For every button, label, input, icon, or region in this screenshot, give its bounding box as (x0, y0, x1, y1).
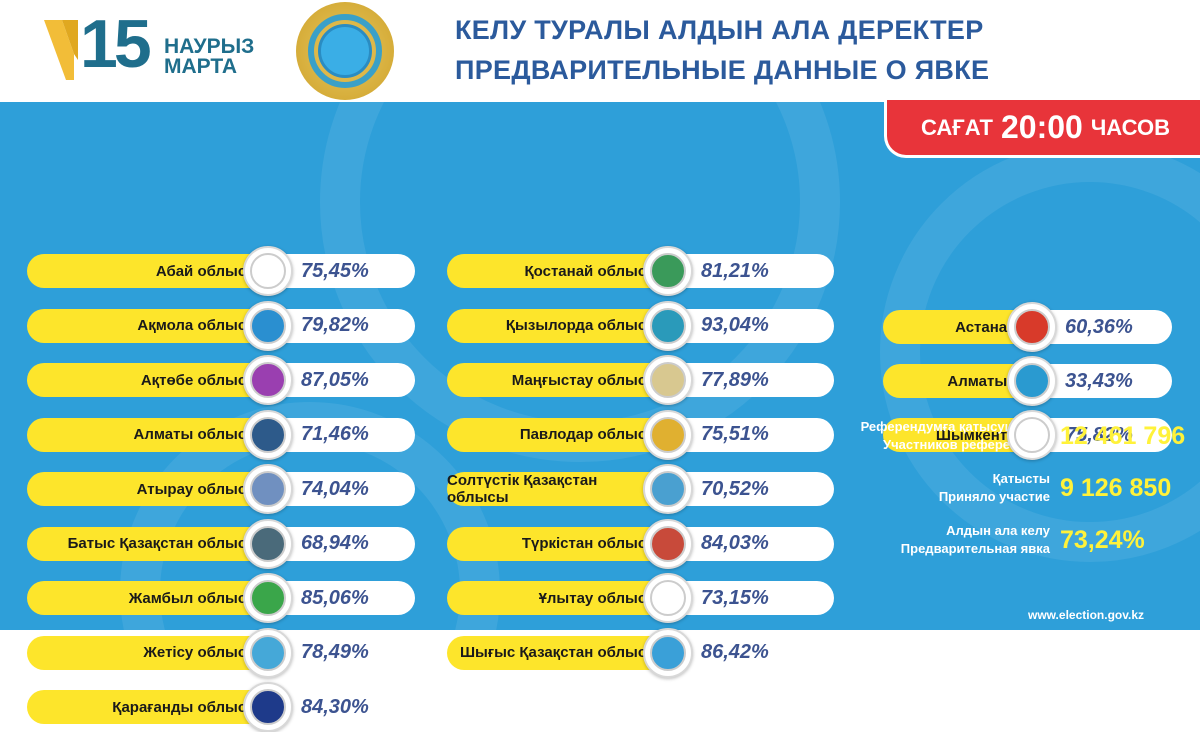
region-row: Астана қ. 60,36% (883, 302, 1172, 352)
region-name: Шымкент қ. (883, 418, 1031, 452)
region-name: Шығыс Қазақстан облысы (447, 635, 667, 670)
title-ru: ПРЕДВАРИТЕЛЬНЫЕ ДАННЫЕ О ЯВКЕ (455, 55, 990, 85)
region-name: Түркістан облысы (447, 526, 667, 561)
time-banner: САҒАТ 20:00 ЧАСОВ (884, 100, 1200, 158)
pavlodar-emblem (643, 409, 693, 460)
region-row: Жамбыл облысы 85,06% (27, 573, 415, 623)
title-kz: КЕЛУ ТУРАЛЫ АЛДЫН АЛА ДЕРЕКТЕР (455, 15, 984, 45)
region-value: 77,89% (667, 363, 834, 397)
region-name: Батыс Қазақстан облысы (27, 526, 267, 561)
stat-value: 9 126 850 (1060, 474, 1172, 502)
banner-prefix: САҒАТ (921, 114, 993, 140)
stat-value: 73,24% (1060, 526, 1145, 554)
almaty-city-emblem (1007, 356, 1057, 406)
zhetisu-emblem (243, 627, 293, 678)
shymkent-emblem (1007, 410, 1057, 460)
banner-time: 20:00 (1000, 109, 1083, 145)
east-kazakhstan-emblem (643, 627, 693, 678)
region-value: 73,15% (667, 581, 834, 615)
logo-line2: МАРТА (164, 55, 238, 78)
stat-label: Приняло участие (938, 489, 1050, 504)
referendum-logo: 15 НАУРЫЗ МАРТА (44, 10, 255, 80)
header: 15 НАУРЫЗ МАРТА КЕЛУ ТУРАЛЫ АЛДЫН АЛА ДЕ… (0, 0, 1200, 102)
region-row: Қызылорда облысы 93,04% (447, 300, 834, 351)
region-row: Ақтөбе облысы 87,05% (27, 355, 415, 405)
region-name: Алматы облысы (27, 417, 267, 452)
region-name: Қызылорда облысы (447, 308, 667, 343)
region-name: Қостанай облысы (447, 254, 667, 288)
region-name: Ақтөбе облысы (27, 363, 267, 397)
stat-turnout: Алдын ала келу Предварительная явка 73,24… (840, 522, 1200, 566)
mangystau-emblem (643, 355, 693, 405)
region-row: Алматы облысы 71,46% (27, 409, 415, 460)
region-name: Павлодар облысы (447, 417, 667, 452)
region-name: Астана қ. (883, 310, 1031, 344)
region-row: Солтүстік Қазақстан облысы 70,52% (447, 464, 834, 514)
kostanay-emblem (643, 246, 693, 296)
stat-label: Референдумға қатысушылар (860, 419, 1050, 434)
region-row: Маңғыстау облысы 77,89% (447, 355, 834, 405)
stat-value: 12 461 796 (1060, 422, 1186, 450)
region-row: Атырау облысы 74,04% (27, 464, 415, 514)
region-row: Жетісу облысы 78,49% (27, 627, 415, 678)
region-row: Қостанай облысы 81,21% (447, 246, 834, 296)
karaganda-emblem (243, 682, 293, 732)
logo-number: 15 (80, 6, 152, 82)
ulytau-emblem (643, 573, 693, 623)
page-title: КЕЛУ ТУРАЛЫ АЛДЫН АЛА ДЕРЕКТЕР ПРЕДВАРИТ… (455, 10, 989, 90)
west-kazakhstan-emblem (243, 518, 293, 569)
region-name: Ұлытау облысы (447, 581, 667, 615)
almaty-region-emblem (243, 409, 293, 460)
region-name: Алматы қ. (883, 364, 1031, 398)
atyrau-emblem (243, 464, 293, 514)
region-row: Ақмола облысы 79,82% (27, 300, 415, 351)
region-row: Абай облысы 75,45% (27, 246, 415, 296)
region-name: Абай облысы (27, 254, 267, 288)
region-name: Жетісу облысы (27, 635, 267, 670)
kyzylorda-emblem (643, 300, 693, 351)
north-kazakhstan-emblem (643, 464, 693, 514)
region-name: Атырау облысы (27, 472, 267, 506)
region-name: Жамбыл облысы (27, 581, 267, 615)
region-name: Солтүстік Қазақстан облысы (447, 472, 667, 506)
region-value: 70,52% (667, 472, 834, 506)
astana-emblem (1007, 302, 1057, 352)
region-value: 84,03% (667, 526, 834, 561)
region-value: 81,21% (667, 254, 834, 288)
abai-emblem (243, 246, 293, 296)
stat-label: Предварительная явка (900, 541, 1050, 556)
banner-suffix: ЧАСОВ (1090, 114, 1170, 140)
region-row: Шымкент қ. 75,82% (883, 410, 1172, 460)
commission-seal-icon (296, 2, 394, 100)
aktobe-emblem (243, 355, 293, 405)
region-row: Қарағанды облысы 84,30% (27, 682, 415, 732)
footer-url[interactable]: www.election.gov.kz (1028, 608, 1145, 622)
region-row: Батыс Қазақстан облысы 68,94% (27, 518, 415, 569)
stat-voted: Қатысты Приняло участие 9 126 850 (840, 470, 1200, 514)
region-value: 93,04% (667, 308, 834, 343)
region-name: Қарағанды облысы (27, 690, 267, 724)
region-name: Маңғыстау облысы (447, 363, 667, 397)
region-row: Алматы қ. 33,43% (883, 356, 1172, 406)
region-value: 75,51% (667, 417, 834, 452)
stat-label: Алдын ала келу (946, 523, 1050, 538)
region-row: Ұлытау облысы 73,15% (447, 573, 834, 623)
turkistan-emblem (643, 518, 693, 569)
zhambyl-emblem (243, 573, 293, 623)
checkmark-logo-icon (44, 20, 78, 80)
stat-label: Қатысты (992, 471, 1050, 486)
region-name: Ақмола облысы (27, 308, 267, 343)
region-value: 87,05% (267, 363, 415, 397)
region-row: Шығыс Қазақстан облысы 86,42% (447, 627, 834, 678)
aqmola-emblem (243, 300, 293, 351)
region-row: Түркістан облысы 84,03% (447, 518, 834, 569)
logo-line1: НАУРЫЗ (164, 35, 255, 58)
stat-participants: Референдумға қатысушылар Участников рефер… (840, 418, 1200, 462)
region-row: Павлодар облысы 75,51% (447, 409, 834, 460)
